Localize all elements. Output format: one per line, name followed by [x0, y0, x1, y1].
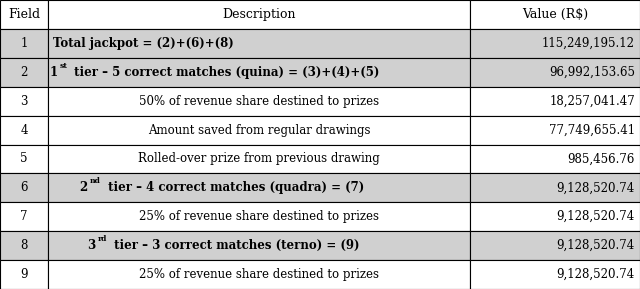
Bar	[470, 144, 640, 173]
Bar	[470, 87, 640, 116]
Text: 3: 3	[87, 239, 95, 252]
Text: st: st	[60, 62, 68, 70]
Bar	[48, 58, 470, 87]
Bar	[0, 231, 48, 260]
Bar	[470, 260, 640, 289]
Bar	[470, 173, 640, 202]
Text: 9,128,520.74: 9,128,520.74	[557, 268, 635, 281]
Bar	[48, 29, 470, 58]
Bar	[0, 0, 48, 29]
Bar	[0, 116, 48, 144]
Text: nd: nd	[90, 177, 100, 186]
Text: 115,249,195.12: 115,249,195.12	[542, 37, 635, 50]
Text: 9,128,520.74: 9,128,520.74	[557, 181, 635, 194]
Text: Rolled-over prize from previous drawing: Rolled-over prize from previous drawing	[138, 153, 380, 165]
Bar	[48, 173, 470, 202]
Text: tier – 5 correct matches (quina) = (3)+(4)+(5): tier – 5 correct matches (quina) = (3)+(…	[70, 66, 380, 79]
Text: Field: Field	[8, 8, 40, 21]
Text: 77,749,655.41: 77,749,655.41	[548, 124, 635, 136]
Text: 9,128,520.74: 9,128,520.74	[557, 239, 635, 252]
Bar	[48, 202, 470, 231]
Bar	[0, 87, 48, 116]
Text: rd: rd	[97, 235, 107, 243]
Bar	[0, 144, 48, 173]
Bar	[470, 29, 640, 58]
Bar	[48, 0, 470, 29]
Text: 25% of revenue share destined to prizes: 25% of revenue share destined to prizes	[140, 210, 380, 223]
Bar	[470, 0, 640, 29]
Bar	[0, 260, 48, 289]
Text: 985,456.76: 985,456.76	[568, 153, 635, 165]
Bar	[470, 116, 640, 144]
Bar	[48, 260, 470, 289]
Bar	[0, 202, 48, 231]
Text: 96,992,153.65: 96,992,153.65	[549, 66, 635, 79]
Text: 4: 4	[20, 124, 28, 136]
Text: 1: 1	[20, 37, 28, 50]
Text: 25% of revenue share destined to prizes: 25% of revenue share destined to prizes	[140, 268, 380, 281]
Text: Value (R$): Value (R$)	[522, 8, 588, 21]
Text: Total jackpot = (2)+(6)+(8): Total jackpot = (2)+(6)+(8)	[53, 37, 234, 50]
Text: 7: 7	[20, 210, 28, 223]
Bar	[470, 231, 640, 260]
Text: Amount saved from regular drawings: Amount saved from regular drawings	[148, 124, 371, 136]
Bar	[0, 173, 48, 202]
Text: 5: 5	[20, 153, 28, 165]
Bar	[48, 87, 470, 116]
Text: 8: 8	[20, 239, 28, 252]
Text: 9,128,520.74: 9,128,520.74	[557, 210, 635, 223]
Bar	[470, 202, 640, 231]
Text: 6: 6	[20, 181, 28, 194]
Text: 2: 2	[79, 181, 87, 194]
Text: 18,257,041.47: 18,257,041.47	[549, 95, 635, 108]
Text: tier – 4 correct matches (quadra) = (7): tier – 4 correct matches (quadra) = (7)	[104, 181, 364, 194]
Text: 9: 9	[20, 268, 28, 281]
Text: 3: 3	[20, 95, 28, 108]
Text: 2: 2	[20, 66, 28, 79]
Text: 1: 1	[49, 66, 58, 79]
Text: Description: Description	[223, 8, 296, 21]
Bar	[48, 144, 470, 173]
Bar	[0, 29, 48, 58]
Bar	[48, 116, 470, 144]
Text: tier – 3 correct matches (terno) = (9): tier – 3 correct matches (terno) = (9)	[109, 239, 359, 252]
Text: 50% of revenue share destined to prizes: 50% of revenue share destined to prizes	[139, 95, 380, 108]
Bar	[470, 58, 640, 87]
Bar	[48, 231, 470, 260]
Bar	[0, 58, 48, 87]
